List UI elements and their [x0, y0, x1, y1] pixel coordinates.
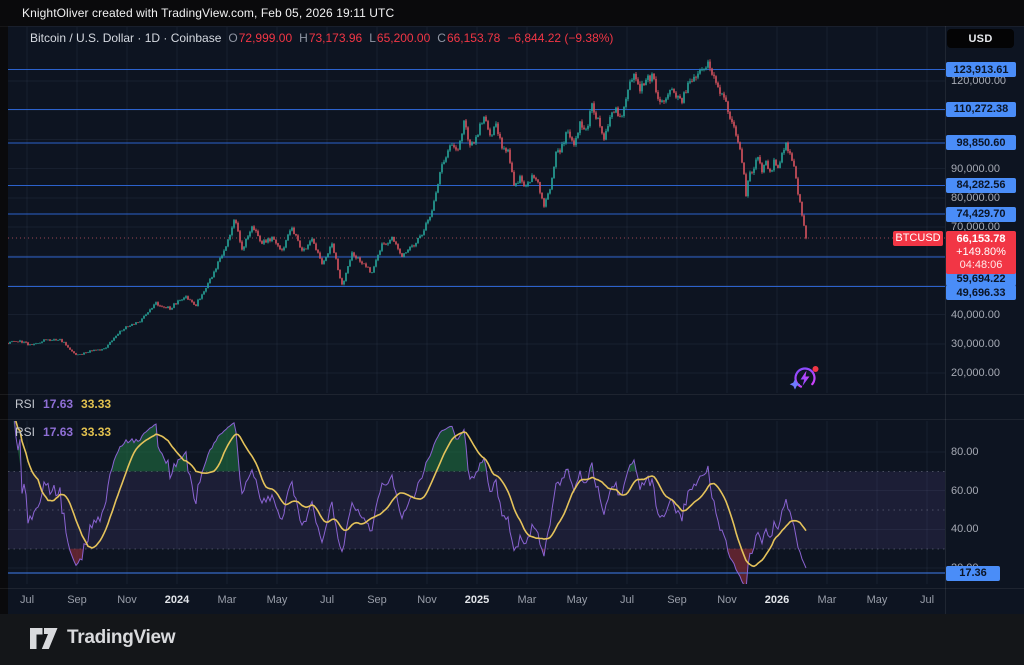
tradingview-wordmark: TradingView: [67, 627, 176, 648]
rsi-name: RSI: [15, 425, 36, 439]
ai-assistant-icon[interactable]: [789, 361, 821, 393]
rsi-value: 17.63: [43, 425, 74, 439]
rsi-ma-value: 33.33: [81, 397, 112, 411]
watermark-strip: TradingView: [0, 614, 1024, 665]
last-price-label: 66,153.78 +149.80% 04:48:06: [946, 230, 1016, 274]
left-margin: [0, 26, 8, 614]
rsi-ma-value: 33.33: [81, 425, 112, 439]
symbol-legend[interactable]: Bitcoin / U.S. Dollar · 1D · Coinbase O7…: [30, 31, 613, 45]
rsi-value: 17.63: [43, 397, 74, 411]
rsi-name: RSI: [15, 397, 36, 411]
ohlc-low: L65,200.00: [369, 31, 431, 45]
symbol-title: Bitcoin / U.S. Dollar · 1D · Coinbase: [30, 31, 222, 45]
frame-top-border: [0, 26, 1024, 27]
currency-unit-button[interactable]: USD: [947, 29, 1014, 48]
change-value: −6,844.22 (−9.38%): [507, 31, 614, 45]
attribution-text: KnightOliver created with TradingView.co…: [22, 6, 395, 20]
ohlc-open: O72,999.00: [228, 31, 293, 45]
time-axis-border: [0, 588, 1024, 589]
chart-background: [8, 26, 1024, 614]
pane-separator[interactable]: [0, 394, 1024, 395]
tradingview-logo-icon: [30, 627, 58, 649]
rsi-pane-collapsed-legend[interactable]: RSI 17.63 33.33: [15, 397, 111, 411]
ohlc-high: H73,173.96: [299, 31, 363, 45]
symbol-price-tag: BTCUSD: [893, 230, 943, 246]
last-price-countdown: 04:48:06: [959, 258, 1003, 271]
last-price-change-pct: +149.80%: [956, 245, 1006, 258]
price-scale-border[interactable]: [945, 26, 946, 614]
rsi-pane-legend[interactable]: RSI 17.63 33.33: [15, 425, 111, 439]
last-price-value: 66,153.78: [956, 232, 1006, 245]
ohlc-close: C66,153.78: [437, 31, 501, 45]
pane-separator[interactable]: [0, 419, 1024, 420]
tradingview-logo[interactable]: TradingView: [30, 627, 176, 649]
